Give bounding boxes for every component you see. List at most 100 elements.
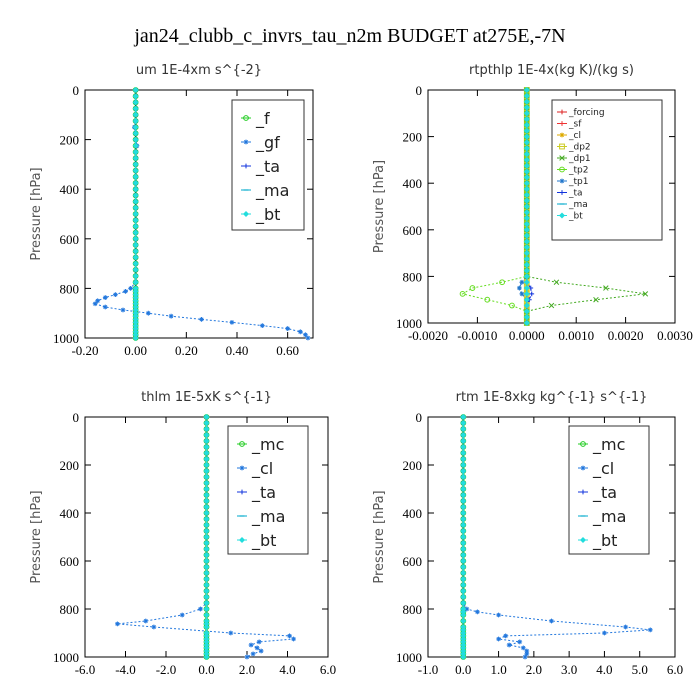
legend-label: _sf	[568, 120, 582, 130]
x-tick-label: 0.20	[175, 343, 198, 358]
data-point	[203, 450, 210, 456]
data-point	[523, 133, 530, 140]
data-point	[203, 620, 210, 627]
legend-marker	[243, 163, 249, 169]
data-point	[259, 323, 265, 328]
x-tick-label: 0.0010	[558, 328, 594, 343]
data-point	[203, 480, 210, 486]
data-point	[132, 93, 139, 100]
panel-title: thlm 1E-5xK s^{-1}	[141, 390, 272, 405]
y-tick-label: 800	[60, 602, 80, 617]
data-point	[203, 426, 210, 432]
data-point	[305, 335, 311, 341]
legend: _f _gf _ta _ma _bt	[231, 99, 305, 231]
data-point	[523, 127, 530, 134]
data-point	[132, 217, 139, 224]
legend-marker	[580, 537, 586, 543]
data-point	[143, 618, 149, 624]
series_tp2	[459, 87, 530, 326]
data-point	[145, 310, 151, 316]
data-point	[460, 522, 467, 528]
data-point	[460, 516, 467, 522]
data-point	[524, 648, 530, 654]
data-point	[460, 650, 467, 657]
data-point	[132, 279, 139, 286]
y-axis-label: Pressure [hPa]	[372, 490, 387, 583]
data-point	[203, 528, 210, 534]
data-point	[523, 226, 530, 233]
data-point	[517, 639, 523, 645]
data-point	[132, 161, 139, 168]
data-point	[523, 110, 530, 117]
data-point	[203, 522, 210, 528]
data-point	[132, 198, 139, 205]
series_bt	[132, 87, 139, 341]
data-point	[132, 105, 139, 112]
x-tick-label: 0.0	[455, 662, 471, 677]
data-point	[496, 636, 501, 642]
legend-label: _bt	[251, 531, 276, 551]
data-point	[168, 313, 174, 319]
data-point	[203, 576, 210, 582]
legend-label: _bt	[592, 531, 617, 551]
data-point	[132, 294, 139, 301]
data-point	[203, 638, 210, 645]
plot-frame	[84, 89, 314, 339]
data-point	[203, 650, 210, 657]
data-point	[499, 279, 506, 286]
data-point	[132, 260, 139, 267]
data-point	[132, 155, 139, 162]
data-point	[523, 168, 530, 175]
data-point	[203, 444, 210, 450]
legend-label: _dp2	[568, 143, 591, 153]
data-point	[460, 594, 467, 600]
legend-marker	[559, 143, 565, 150]
data-point	[460, 626, 467, 633]
data-point	[132, 167, 139, 174]
x-tick-label: 0.0020	[608, 328, 644, 343]
data-point	[523, 104, 530, 111]
data-point	[523, 197, 530, 204]
legend-label: _tp1	[568, 177, 588, 187]
data-point	[459, 290, 466, 297]
data-point	[475, 609, 480, 615]
data-point	[198, 606, 203, 612]
legend-marker	[239, 465, 245, 471]
data-point	[95, 298, 101, 304]
data-point	[203, 588, 210, 594]
y-tick-label: 600	[403, 223, 423, 238]
data-point	[523, 98, 530, 105]
legend-marker	[243, 139, 249, 145]
legend-marker	[580, 465, 586, 471]
y-tick-label: 200	[60, 133, 80, 148]
data-point	[523, 92, 530, 99]
y-tick-label: 600	[60, 554, 80, 569]
y-tick-label: 1000	[53, 650, 79, 665]
data-point	[460, 426, 467, 432]
data-point	[460, 480, 467, 486]
data-point	[523, 285, 530, 292]
y-tick-label: 800	[60, 281, 80, 296]
y-tick-label: 800	[403, 269, 423, 284]
panel-4: rtm 1E-8xkg kg^{-1} s^{-1} 0 200 400 600 800 1…	[372, 390, 683, 677]
panel-title: rtpthlp 1E-4x(kg K)/(kg s)	[469, 63, 634, 78]
legend-label: _ta	[592, 483, 617, 503]
legend-label: _mc	[251, 435, 284, 455]
data-point	[203, 468, 210, 474]
data-point	[523, 308, 530, 315]
data-point	[460, 468, 467, 474]
data-point	[523, 320, 530, 326]
data-point	[132, 192, 139, 199]
y-tick-label: 200	[60, 458, 80, 473]
data-point	[132, 99, 139, 106]
data-point	[523, 174, 530, 181]
data-point	[460, 462, 467, 468]
data-point	[519, 291, 525, 297]
data-point	[460, 498, 467, 504]
data-point	[132, 300, 139, 307]
data-point	[132, 223, 139, 230]
data-point	[460, 558, 467, 564]
data-point	[203, 498, 210, 504]
data-point	[132, 325, 139, 332]
